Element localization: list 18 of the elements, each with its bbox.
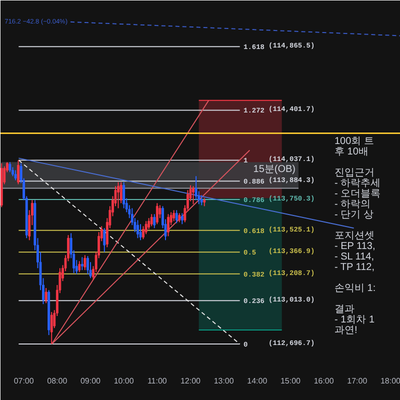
x-tick-label: 12:00 <box>180 376 202 386</box>
x-tick-label: 17:00 <box>347 376 368 386</box>
annotation: 100회 트 후 10배 <box>334 136 374 158</box>
x-tick-label: 18:00 <box>380 376 400 386</box>
x-tick-label: 14:00 <box>247 376 268 386</box>
annotation: 결과 - 1회차 1 과연! <box>334 304 375 336</box>
x-tick-label: 16:00 <box>314 376 334 386</box>
x-tick-label: 09:00 <box>80 376 102 386</box>
x-tick-label: 15:00 <box>280 376 302 386</box>
annotation: 진입근거 - 하락추세 - 오더블록 - 하락의 - 단기 상 <box>334 168 381 220</box>
x-tick-label: 10:00 <box>114 376 134 386</box>
series-label: 15분(OB) <box>253 164 296 176</box>
x-tick-label: 08:00 <box>47 376 68 386</box>
x-tick-label: 13:00 <box>214 376 234 386</box>
x-tick-label: 07:00 <box>14 376 34 386</box>
x-tick-label: 11:00 <box>147 376 168 386</box>
annotation: 포지션셋 - EP 113, - SL 114, - TP 112, <box>334 230 376 273</box>
annotation: 손익비 1: <box>334 283 376 294</box>
